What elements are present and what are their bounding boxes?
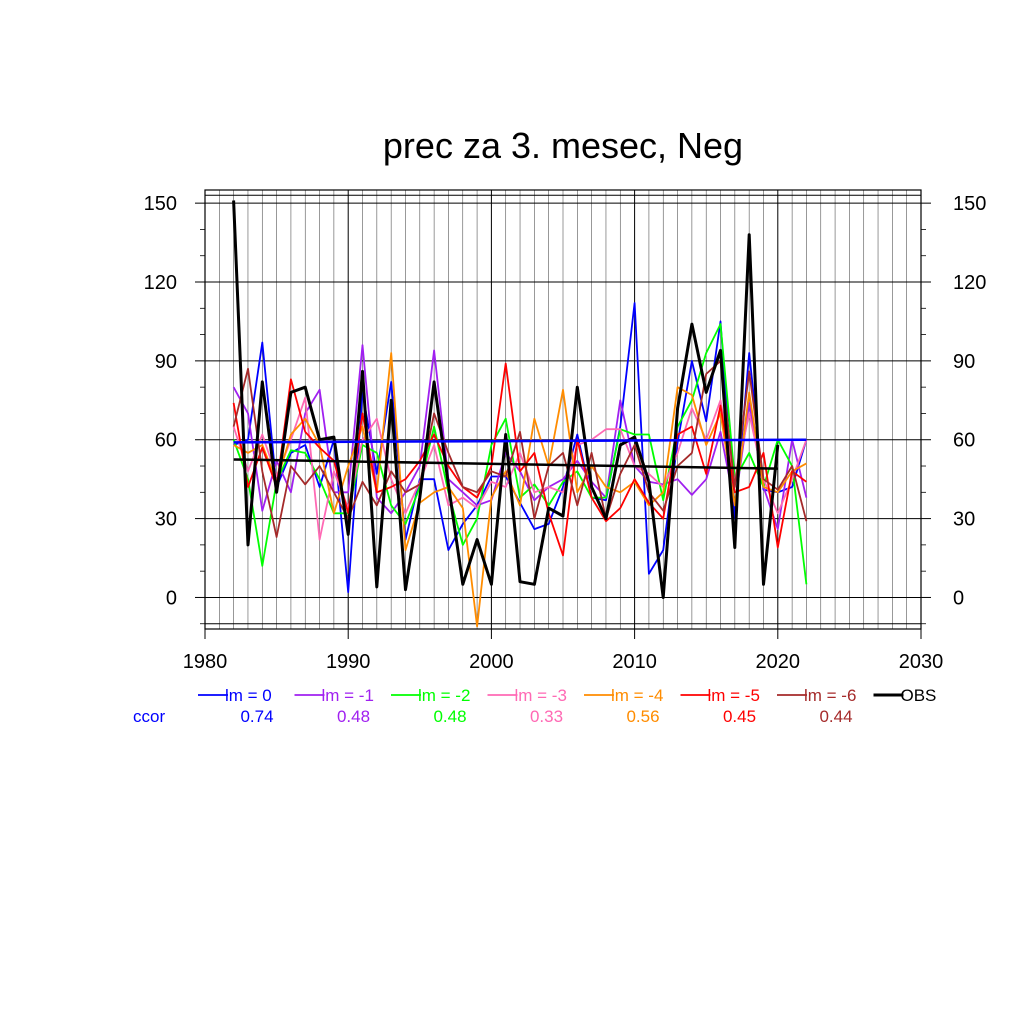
- x-tick-label: 2000: [469, 651, 514, 673]
- x-tick-label: 2030: [899, 651, 944, 673]
- legend-label: lm = 0: [225, 686, 272, 705]
- y-tick-label-left: 60: [155, 430, 177, 452]
- legend-label: lm = -5: [708, 686, 760, 705]
- series-line: [232, 362, 807, 557]
- axes: 0 0 30 30 60 60 90 90 120 120 150 150 1980 1990 2000 20…: [144, 189, 986, 673]
- series-line-obs: [232, 200, 780, 599]
- ccor-value: 0.48: [337, 707, 370, 726]
- legend-label: lm = -4: [611, 686, 663, 705]
- y-tick-label-right: 0: [953, 587, 964, 609]
- legend-label: lm = -1: [322, 686, 374, 705]
- ccor-value: 0.33: [530, 707, 563, 726]
- legend: ccor lm = 0 0.74 lm = -1 0.48 lm = -2 0.48 lm =…: [133, 686, 936, 726]
- x-tick-label: 2020: [756, 651, 801, 673]
- y-tick-label-left: 30: [155, 509, 177, 531]
- series-line: [232, 359, 808, 538]
- x-tick-label: 1980: [183, 651, 228, 673]
- ccor-value: 0.74: [240, 707, 273, 726]
- y-tick-label-left: 120: [144, 272, 177, 294]
- x-tick-label: 2010: [612, 651, 657, 673]
- x-tick-label: 1990: [326, 651, 371, 673]
- series-line: [233, 352, 807, 628]
- series-line: [232, 323, 808, 585]
- legend-label: lm = -2: [418, 686, 470, 705]
- ccor-label: ccor: [133, 707, 165, 726]
- y-tick-label-right: 150: [953, 193, 986, 215]
- trend-line: [233, 438, 807, 444]
- series-layer: [232, 200, 808, 628]
- ccor-value: 0.44: [819, 707, 852, 726]
- legend-label: lm = -6: [804, 686, 856, 705]
- y-tick-label-right: 120: [953, 272, 986, 294]
- legend-label: lm = -3: [515, 686, 567, 705]
- y-tick-label-right: 30: [953, 509, 975, 531]
- y-tick-label-right: 60: [953, 430, 975, 452]
- y-tick-label-left: 150: [144, 193, 177, 215]
- ccor-value: 0.45: [723, 707, 756, 726]
- trend-line: [233, 458, 778, 470]
- y-tick-label-left: 0: [166, 587, 177, 609]
- plot-frame: [204, 189, 922, 630]
- y-tick-label-left: 90: [155, 351, 177, 373]
- ccor-value: 0.48: [433, 707, 466, 726]
- y-tick-label-right: 90: [953, 351, 975, 373]
- chart-title: prec za 3. mesec, Neg: [383, 125, 743, 166]
- ccor-value: 0.56: [626, 707, 659, 726]
- legend-label: OBS: [901, 686, 937, 705]
